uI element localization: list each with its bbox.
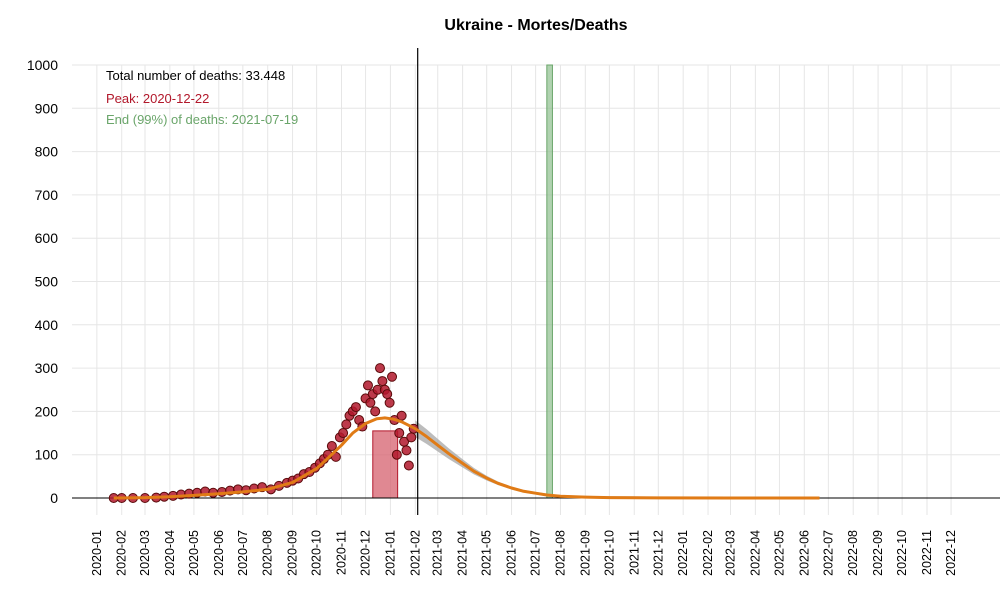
- x-tick-label: 2022-10: [895, 530, 909, 576]
- x-tick-label: 2021-06: [505, 530, 519, 576]
- x-tick-label: 2021-03: [431, 530, 445, 576]
- x-tick-label: 2021-12: [651, 530, 665, 576]
- peak-annotation: Peak: 2020-12-22: [106, 91, 209, 106]
- y-tick-labels: 0 100 200 300 400 500 600 700 800 900 1000: [27, 57, 58, 506]
- y-tick-label: 800: [35, 144, 59, 160]
- y-tick-label: 1000: [27, 57, 58, 73]
- y-tick-label: 300: [35, 360, 59, 376]
- x-tick-label: 2020-09: [286, 530, 300, 576]
- daily-death-point: [350, 402, 361, 413]
- daily-death-point: [326, 441, 337, 452]
- y-tick-label: 700: [35, 187, 59, 203]
- y-tick-label: 600: [35, 230, 59, 246]
- daily-death-point: [370, 406, 381, 417]
- x-tick-label: 2020-07: [236, 530, 250, 576]
- daily-death-point: [341, 419, 352, 430]
- x-tick-label: 2022-06: [797, 530, 811, 576]
- x-tick-label: 2021-11: [627, 530, 641, 575]
- y-tick-label: 200: [35, 403, 59, 419]
- chart-title: Ukraine - Mortes/Deaths: [444, 17, 627, 34]
- x-tick-label: 2022-11: [920, 530, 934, 575]
- daily-death-point: [396, 410, 407, 421]
- y-tick-label: 100: [35, 447, 59, 463]
- daily-death-point: [374, 363, 385, 374]
- end-band: [546, 64, 553, 499]
- x-tick-label: 2020-06: [212, 530, 226, 576]
- x-tick-label: 2021-01: [383, 530, 397, 576]
- daily-death-point: [406, 432, 417, 443]
- end-annotation: End (99%) of deaths: 2021-07-19: [106, 112, 298, 127]
- x-tick-label: 2021-02: [408, 530, 422, 576]
- x-tick-label: 2021-07: [529, 530, 543, 576]
- daily-death-point: [401, 445, 412, 456]
- y-tick-label: 900: [35, 100, 59, 116]
- x-tick-label: 2022-03: [724, 530, 738, 576]
- x-tick-label: 2020-01: [90, 530, 104, 576]
- x-tick-label: 2020-02: [115, 530, 129, 576]
- x-tick-label: 2022-02: [701, 530, 715, 576]
- x-tick-label: 2022-07: [821, 530, 835, 576]
- y-tick-label: 500: [35, 274, 59, 290]
- axes: [72, 48, 1000, 515]
- daily-deaths-points: [108, 363, 419, 503]
- x-tick-labels: 2020-01 2020-02 2020-03 2020-04 2020-05 2020-…: [90, 530, 958, 576]
- x-tick-label: 2022-04: [748, 530, 762, 576]
- fit-curve: [113, 416, 820, 500]
- daily-death-point: [403, 460, 414, 471]
- daily-death-point: [387, 371, 398, 382]
- x-tick-label: 2022-09: [871, 530, 885, 576]
- y-tick-label: 0: [50, 490, 58, 506]
- x-tick-label: 2020-11: [334, 530, 348, 575]
- x-tick-label: 2022-01: [676, 530, 690, 576]
- y-tick-label: 400: [35, 317, 59, 333]
- x-tick-label: 2022-08: [846, 530, 860, 576]
- x-tick-label: 2020-10: [310, 530, 324, 576]
- daily-death-point: [365, 397, 376, 408]
- annotations: Total number of deaths: 33.448 Peak: 202…: [106, 68, 298, 127]
- daily-death-point: [377, 376, 388, 387]
- x-tick-label: 2020-08: [261, 530, 275, 576]
- x-tick-label: 2021-08: [553, 530, 567, 576]
- daily-death-point: [384, 397, 395, 408]
- daily-death-point: [338, 428, 349, 439]
- x-tick-label: 2021-10: [602, 530, 616, 576]
- fit-line: [113, 416, 820, 500]
- daily-death-point: [391, 449, 402, 460]
- grid-lines: [72, 64, 1000, 515]
- x-tick-label: 2021-05: [480, 530, 494, 576]
- x-tick-label: 2022-05: [772, 530, 786, 576]
- confidence-band: [415, 420, 820, 498]
- daily-death-point: [394, 428, 405, 439]
- x-tick-label: 2020-04: [163, 530, 177, 576]
- x-tick-label: 2020-12: [359, 530, 373, 576]
- x-tick-label: 2020-03: [138, 530, 152, 576]
- x-tick-label: 2021-04: [456, 530, 470, 576]
- x-tick-label: 2021-09: [578, 530, 592, 576]
- x-tick-label: 2020-05: [187, 530, 201, 576]
- daily-death-point: [362, 380, 373, 391]
- total-deaths-annotation: Total number of deaths: 33.448: [106, 68, 285, 83]
- highlight-bands: [372, 64, 553, 499]
- ci-band: [415, 420, 820, 498]
- peak-band: [372, 430, 399, 499]
- daily-death-point: [382, 389, 393, 400]
- x-tick-label: 2022-12: [944, 530, 958, 576]
